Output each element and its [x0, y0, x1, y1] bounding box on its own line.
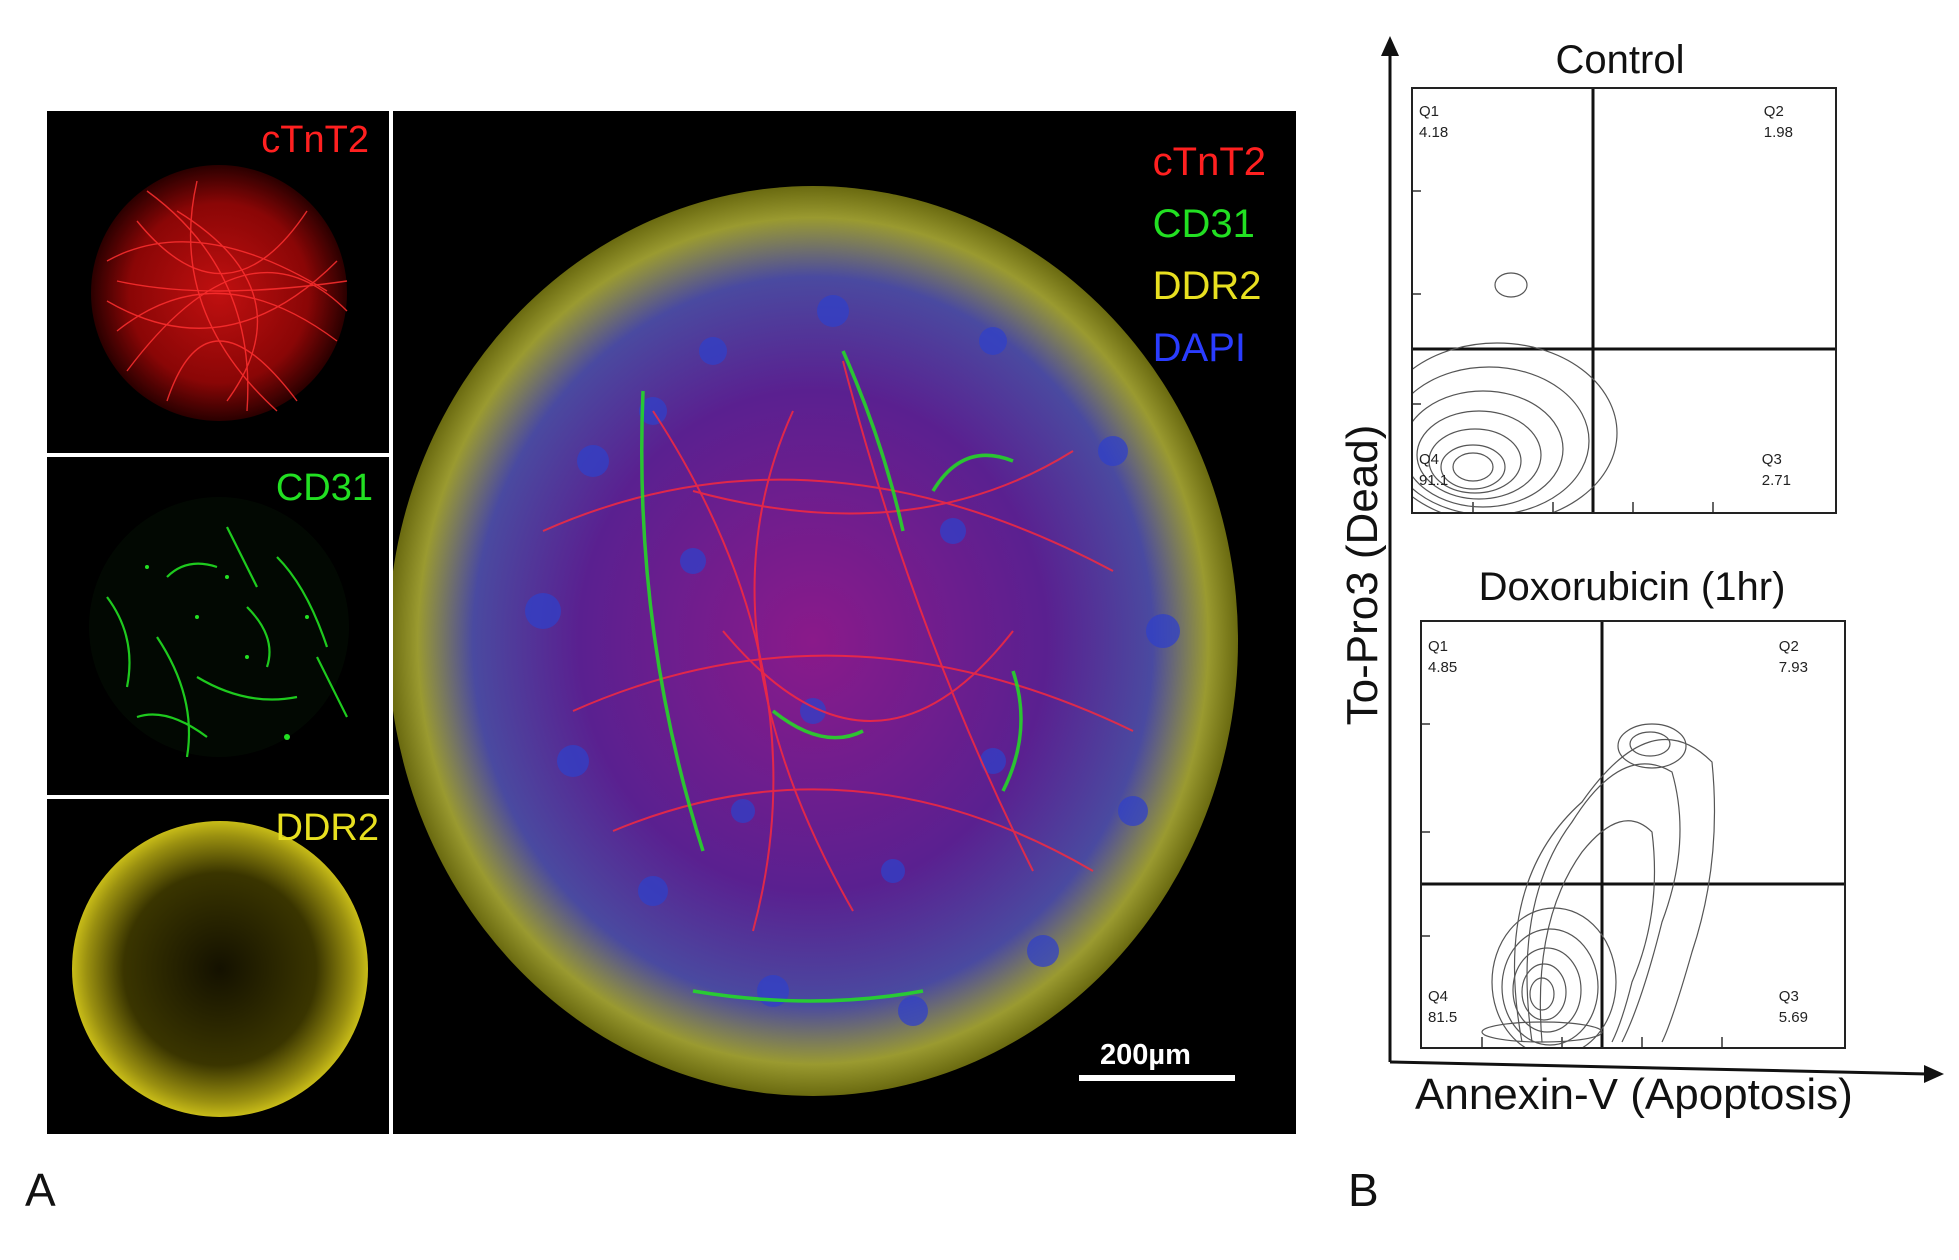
q3-name: Q3 — [1761, 451, 1782, 468]
scale-bar-label: 200µm — [1100, 1039, 1191, 1071]
ddr2-spheroid-image — [72, 821, 368, 1117]
q2-value: 1.98 — [1763, 124, 1793, 141]
q4-label-control: Q4 91.1 — [1419, 449, 1448, 491]
legend-ctnt2: cTnT2 — [1152, 140, 1266, 184]
x-axis-label: Annexin-V (Apoptosis) — [1415, 1070, 1853, 1119]
contour-plot-doxorubicin — [1422, 622, 1844, 1057]
q2-label-doxorubicin: Q2 7.93 — [1779, 636, 1808, 678]
q2-value: 7.93 — [1778, 659, 1808, 676]
ctnt2-spheroid-image — [91, 165, 348, 421]
legend-ddr2: DDR2 — [1152, 264, 1262, 308]
stain-label-ddr2: DDR2 — [275, 807, 379, 849]
scale-bar — [1079, 1075, 1235, 1081]
main-legend: cTnT2 CD31 DDR2 DAPI — [1153, 131, 1266, 379]
q4-name: Q4 — [1428, 988, 1449, 1005]
stain-label-cd31: CD31 — [275, 467, 373, 509]
q3-label-doxorubicin: Q3 5.69 — [1779, 986, 1808, 1028]
plot-title-control: Control — [1555, 38, 1685, 82]
flow-plot-control: Q1 4.18 Q2 1.98 Q4 91.1 Q3 2.71 — [1376, 87, 1837, 524]
q1-name: Q1 — [1419, 103, 1440, 120]
micrograph-ddr2: DDR2 — [47, 799, 389, 1134]
y-axis-label: To-Pro3 (Dead) — [1338, 424, 1387, 726]
plot-title-doxorubicin: Doxorubicin (1hr) — [1478, 565, 1786, 609]
legend-cd31: CD31 — [1152, 202, 1255, 246]
merged-spheroid-image — [393, 186, 1238, 1096]
q4-value: 81.5 — [1428, 1009, 1458, 1026]
flow-plot-doxorubicin: Q1 4.85 Q2 7.93 Q4 81.5 Q3 5.69 — [1420, 620, 1846, 1057]
q2-label-control: Q2 1.98 — [1764, 101, 1793, 143]
panel-letter-b: B — [1348, 1164, 1379, 1216]
q1-name: Q1 — [1428, 638, 1449, 655]
q1-value: 4.85 — [1428, 659, 1458, 676]
q2-name: Q2 — [1778, 638, 1799, 655]
micrograph-ctnt2: cTnT2 — [47, 111, 389, 453]
micrograph-cd31: CD31 — [47, 457, 389, 795]
q3-label-control: Q3 2.71 — [1762, 449, 1791, 491]
q4-name: Q4 — [1419, 451, 1440, 468]
micrograph-merged: cTnT2 CD31 DDR2 DAPI 200µm — [393, 111, 1296, 1134]
cd31-spheroid-image — [89, 497, 349, 758]
q4-value: 91.1 — [1419, 472, 1449, 489]
legend-dapi: DAPI — [1152, 326, 1246, 370]
q1-label-doxorubicin: Q1 4.85 — [1428, 636, 1457, 678]
panel-letter-a: A — [25, 1164, 56, 1216]
q3-value: 2.71 — [1761, 472, 1791, 489]
q1-value: 4.18 — [1419, 124, 1449, 141]
q3-value: 5.69 — [1778, 1009, 1808, 1026]
stain-label-ctnt2: cTnT2 — [261, 119, 369, 161]
q3-name: Q3 — [1778, 988, 1799, 1005]
q4-label-doxorubicin: Q4 81.5 — [1428, 986, 1457, 1028]
q2-name: Q2 — [1763, 103, 1784, 120]
q1-label-control: Q1 4.18 — [1419, 101, 1448, 143]
